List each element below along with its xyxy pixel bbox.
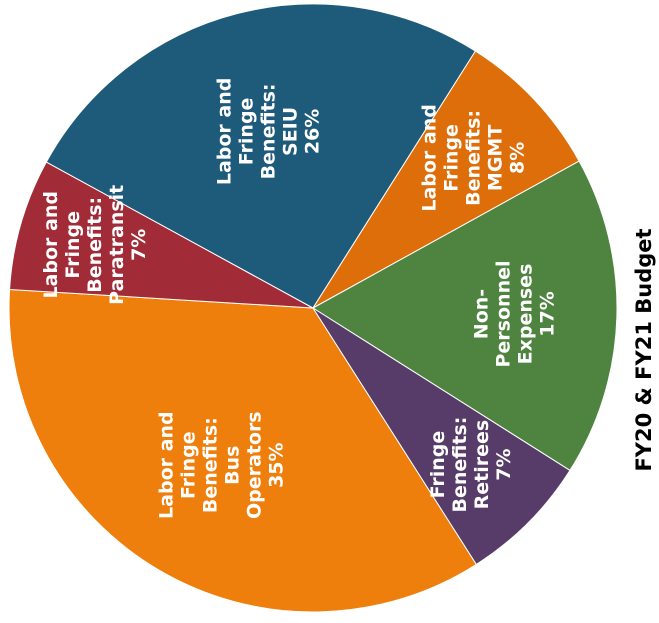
slice-label-line: Labor and xyxy=(40,191,62,299)
pie-labels: Labor andFringeBenefits:BusOperators35%L… xyxy=(40,78,559,519)
slice-label: Non-PersonnelExpenses17% xyxy=(471,261,559,368)
slice-label-line: 26% xyxy=(301,109,323,154)
slice-label-line: 17% xyxy=(537,291,559,336)
slice-label-line: Retirees xyxy=(471,420,493,510)
slice-label-line: 7% xyxy=(128,229,150,261)
pie-slice xyxy=(8,288,478,613)
pie-slice xyxy=(312,50,580,309)
slice-label-line: Labor and xyxy=(213,78,235,186)
slice-label-line: MGMT xyxy=(484,125,506,191)
slice-label: Labor andFringeBenefits:SEIU26% xyxy=(213,78,323,186)
slice-label-line: Non- xyxy=(471,289,493,339)
slice-label-line: 35% xyxy=(265,442,287,487)
slice-label-line: Fringe xyxy=(62,211,84,279)
slice-label-line: SEIU xyxy=(279,107,301,156)
slice-label-line: Personnel xyxy=(493,261,515,368)
slice-label: Labor andFringeBenefits:MGMT8% xyxy=(418,104,528,212)
slice-label-line: Operators xyxy=(243,411,265,519)
slice-label-line: Fringe xyxy=(177,431,199,499)
slice-label-line: Labor and xyxy=(418,104,440,212)
pie-slice xyxy=(45,3,477,309)
slice-label-line: Benefits: xyxy=(449,417,471,513)
slice-label-line: Benefits: xyxy=(84,197,106,293)
pie-slice xyxy=(9,161,314,309)
slice-label-line: Benefits: xyxy=(257,83,279,179)
slice-label-line: Expenses xyxy=(515,264,537,365)
slice-label-line: 7% xyxy=(493,448,515,480)
pie-slice xyxy=(312,160,618,472)
slice-label-line: Benefits: xyxy=(199,417,221,513)
slice-label-line: Bus xyxy=(221,446,243,485)
slice-label: FringeBenefits:Retirees7% xyxy=(427,417,515,513)
slice-label-line: Fringe xyxy=(440,124,462,192)
slice-label-line: Fringe xyxy=(427,431,449,499)
slice-label: Labor andFringeBenefits:BusOperators35% xyxy=(155,411,287,519)
pie-slice xyxy=(312,307,571,566)
slice-label-line: Benefits: xyxy=(462,110,484,206)
slice-label-line: 8% xyxy=(506,142,528,174)
slice-label: Labor andFringeBenefits:Paratransit7% xyxy=(40,185,150,305)
slice-label-line: Fringe xyxy=(235,98,257,166)
pie-slices xyxy=(8,3,618,613)
chart-title: FY20 & FY21 Budget xyxy=(632,228,656,471)
slice-label-line: Paratransit xyxy=(106,185,128,305)
slice-label-line: Labor and xyxy=(155,411,177,519)
